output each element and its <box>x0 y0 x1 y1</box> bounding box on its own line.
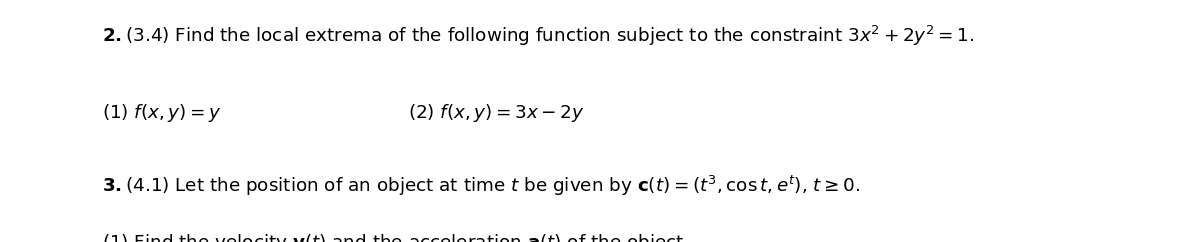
Text: (1) Find the velocity $\mathbf{v}(t)$ and the acceleration $\mathbf{a}(t)$ of th: (1) Find the velocity $\mathbf{v}(t)$ an… <box>102 232 689 242</box>
Text: (1) $f(x, y) = y$: (1) $f(x, y) = y$ <box>102 102 222 124</box>
Text: $\mathbf{2.}$(3.4) Find the local extrema of the following function subject to t: $\mathbf{2.}$(3.4) Find the local extrem… <box>102 24 974 48</box>
Text: (2) $f(x, y) = 3x - 2y$: (2) $f(x, y) = 3x - 2y$ <box>408 102 584 124</box>
Text: $\mathbf{3.}$(4.1) Let the position of an object at time $t$ be given by $\mathb: $\mathbf{3.}$(4.1) Let the position of a… <box>102 174 860 198</box>
